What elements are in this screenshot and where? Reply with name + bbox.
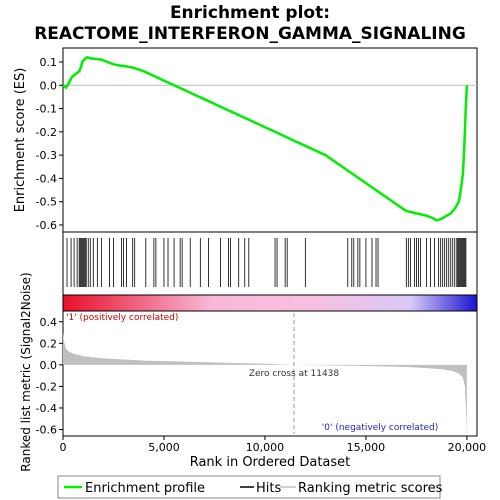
es-y-ticks: 0.1 0.0 -0.1 -0.2 -0.3 -0.4 -0.5 -0.6 xyxy=(36,56,63,232)
es-panel-frame xyxy=(62,47,478,233)
es-tick-label: -0.3 xyxy=(36,149,57,162)
positive-correlation-label: '1' (positively correlated) xyxy=(66,313,178,323)
metric-panel-frame xyxy=(62,310,478,437)
x-axis-label: Rank in Ordered Dataset xyxy=(190,455,351,470)
es-tick-label: -0.1 xyxy=(36,103,57,116)
metric-y-ticks: 0.4 0.2 0.0 -0.2 -0.4 -0.6 xyxy=(36,316,63,437)
chart-title-line2: REACTOME_INTERFERON_GAMMA_SIGNALING xyxy=(34,24,466,44)
zero-cross-label: Zero cross at 11438 xyxy=(249,369,340,379)
legend-hits: Hits xyxy=(256,481,281,496)
es-tick-label: -0.4 xyxy=(36,172,57,185)
negative-correlation-label: '0' (negatively correlated) xyxy=(322,423,438,433)
hits-panel-frame xyxy=(62,231,478,296)
x-tick-label: 20,000 xyxy=(448,441,487,454)
metric-tick-label: 0.4 xyxy=(40,316,58,329)
es-tick-label: -0.2 xyxy=(36,126,57,139)
es-y-axis-label: Enrichment score (ES) xyxy=(13,68,28,213)
x-tick-label: 15,000 xyxy=(347,441,386,454)
metric-tick-label: 0.0 xyxy=(40,359,58,372)
hits-group xyxy=(66,238,467,287)
es-tick-label: 0.1 xyxy=(40,56,58,69)
rank-gradient-bar xyxy=(62,294,478,312)
x-tick-label: 10,000 xyxy=(246,441,285,454)
chart-title-line1: Enrichment plot: xyxy=(170,3,330,23)
es-tick-label: 0.0 xyxy=(40,79,58,92)
legend-ranking-metric: Ranking metric scores xyxy=(298,481,443,496)
metric-tick-label: 0.2 xyxy=(40,337,58,350)
metric-tick-label: -0.2 xyxy=(36,380,57,393)
legend-enrichment-profile: Enrichment profile xyxy=(85,481,205,496)
metric-tick-label: -0.4 xyxy=(36,402,57,415)
metric-y-axis-label: Ranked list metric (Signal2Noise) xyxy=(19,272,33,471)
x-tick-label: 5,000 xyxy=(148,441,180,454)
x-tick-label: 0 xyxy=(60,441,67,454)
x-axis-ticks: 0 5,000 10,000 15,000 20,000 xyxy=(60,436,487,454)
enrichment-profile-line xyxy=(62,55,469,222)
metric-tick-label: -0.6 xyxy=(36,424,57,437)
es-tick-label: -0.6 xyxy=(36,219,57,232)
es-tick-label: -0.5 xyxy=(36,196,57,209)
